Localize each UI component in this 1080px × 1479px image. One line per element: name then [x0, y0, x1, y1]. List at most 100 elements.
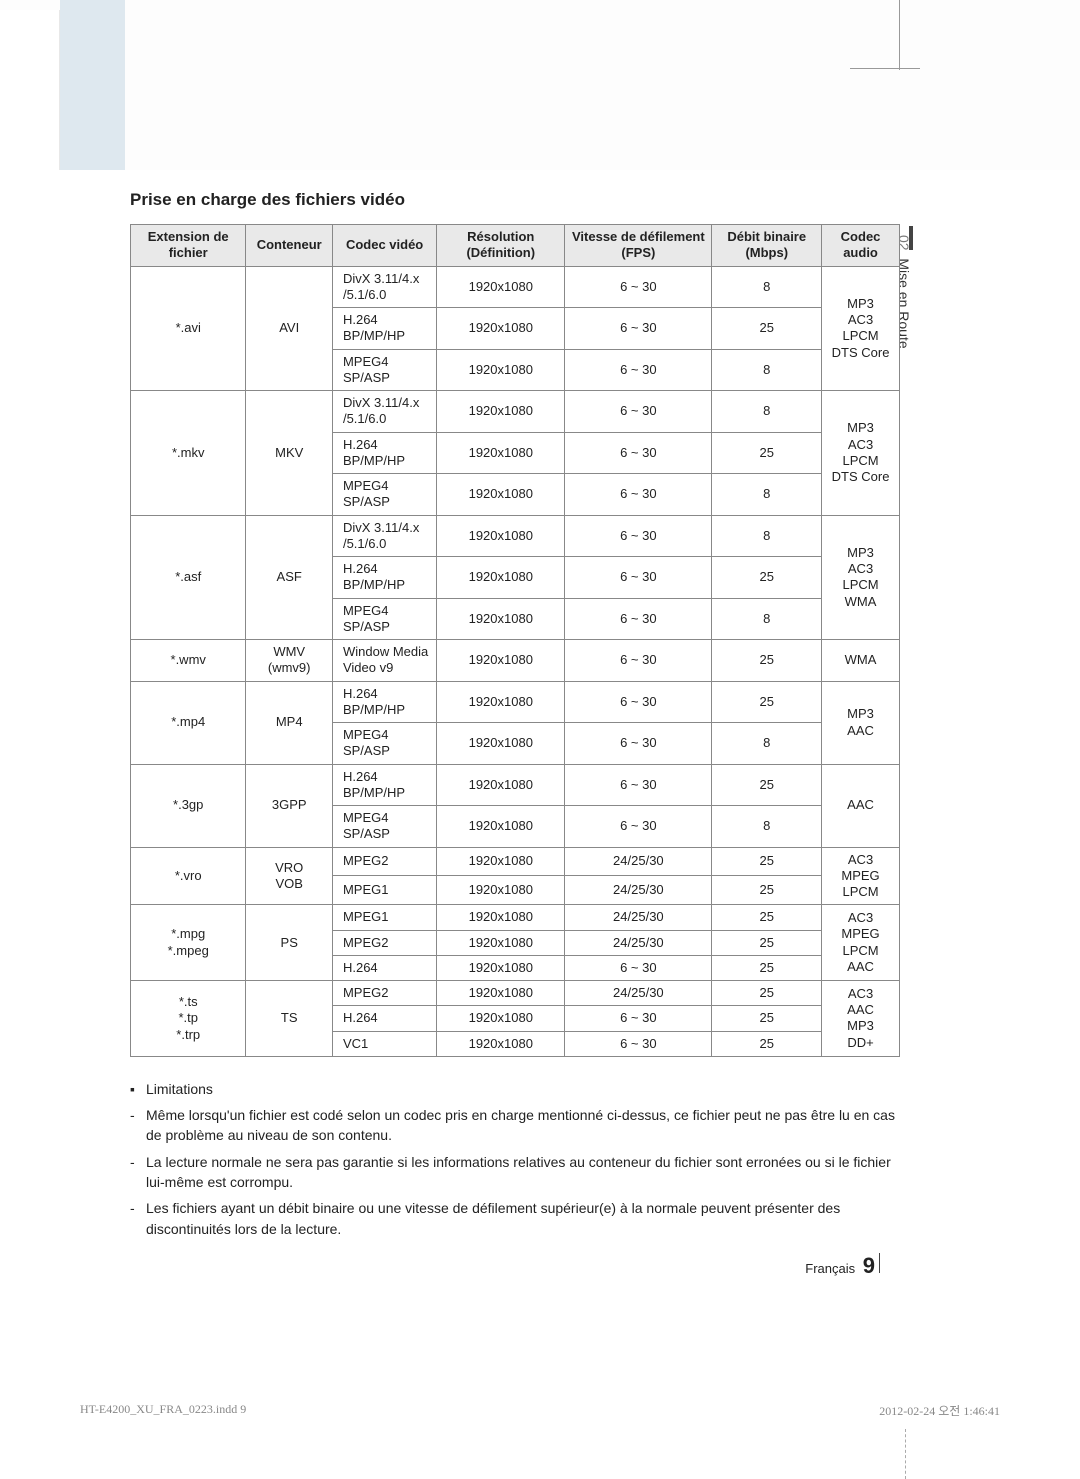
cell-vcodec: MPEG1: [332, 905, 436, 930]
th-vcodec: Codec vidéo: [332, 225, 436, 267]
cell-br: 25: [712, 1031, 822, 1056]
cell-container: MP4: [246, 681, 333, 764]
cell-vcodec: H.264 BP/MP/HP: [332, 557, 436, 599]
video-support-table: Extension de fichier Conteneur Codec vid…: [130, 224, 900, 1057]
cell-br: 25: [712, 955, 822, 980]
cell-vcodec: H.264: [332, 1006, 436, 1031]
cell-res: 1920x1080: [437, 1031, 565, 1056]
cell-vcodec: DivX 3.11/4.x/5.1/6.0: [332, 515, 436, 557]
cell-br: 25: [712, 930, 822, 955]
cell-container: PS: [246, 905, 333, 981]
cell-ext: *.mpg*.mpeg: [131, 905, 246, 981]
cell-container: WMV (wmv9): [246, 640, 333, 682]
cell-ext: *.avi: [131, 266, 246, 391]
cell-fps: 6 ~ 30: [565, 474, 712, 516]
cell-vcodec: MPEG2: [332, 847, 436, 876]
cell-acodec: MP3AC3LPCMWMA: [822, 515, 900, 640]
section-title: Prise en charge des fichiers vidéo: [130, 190, 900, 210]
cell-vcodec: H.264 BP/MP/HP: [332, 308, 436, 350]
table-row: *.mpg*.mpegPSMPEG11920x108024/25/3025AC3…: [131, 905, 900, 930]
cell-container: VROVOB: [246, 847, 333, 905]
cell-vcodec: MPEG4 SP/ASP: [332, 474, 436, 516]
bullet-icon: ▪: [130, 1079, 146, 1099]
cell-res: 1920x1080: [437, 930, 565, 955]
cell-res: 1920x1080: [437, 432, 565, 474]
cell-fps: 6 ~ 30: [565, 308, 712, 350]
cell-br: 25: [712, 764, 822, 806]
cell-vcodec: H.264: [332, 955, 436, 980]
cell-br: 25: [712, 876, 822, 905]
cell-fps: 6 ~ 30: [565, 557, 712, 599]
cell-ext: *.mp4: [131, 681, 246, 764]
table-row: *.vroVROVOBMPEG21920x108024/25/3025AC3MP…: [131, 847, 900, 876]
cell-fps: 6 ~ 30: [565, 266, 712, 308]
cell-fps: 6 ~ 30: [565, 955, 712, 980]
cell-br: 25: [712, 432, 822, 474]
table-row: *.ts*.tp*.trpTSMPEG21920x108024/25/3025A…: [131, 981, 900, 1006]
table-row: *.asfASFDivX 3.11/4.x/5.1/6.01920x10806 …: [131, 515, 900, 557]
cell-br: 25: [712, 681, 822, 723]
cell-acodec: MP3AC3LPCMDTS Core: [822, 266, 900, 391]
cell-vcodec: MPEG4 SP/ASP: [332, 349, 436, 391]
header-margin-band: [0, 10, 60, 170]
page-footer: Français 9: [805, 1253, 880, 1279]
cell-br: 8: [712, 349, 822, 391]
table-row: *.aviAVIDivX 3.11/4.x/5.1/6.01920x10806 …: [131, 266, 900, 308]
cell-br: 25: [712, 1006, 822, 1031]
th-fps: Vitesse de défilement (FPS): [565, 225, 712, 267]
cell-vcodec: VC1: [332, 1031, 436, 1056]
limitations-section: ▪ Limitations -Même lorsqu'un fichier es…: [130, 1079, 900, 1239]
cell-res: 1920x1080: [437, 847, 565, 876]
page-content: Prise en charge des fichiers vidéo Exten…: [130, 190, 900, 1239]
cell-res: 1920x1080: [437, 640, 565, 682]
cell-br: 25: [712, 640, 822, 682]
cell-res: 1920x1080: [437, 723, 565, 765]
cell-vcodec: H.264 BP/MP/HP: [332, 681, 436, 723]
cell-vcodec: H.264 BP/MP/HP: [332, 764, 436, 806]
cell-res: 1920x1080: [437, 557, 565, 599]
cell-fps: 6 ~ 30: [565, 764, 712, 806]
footer-lang: Français: [805, 1261, 855, 1276]
cell-fps: 6 ~ 30: [565, 806, 712, 848]
table-row: *.wmvWMV (wmv9)Window MediaVideo v91920x…: [131, 640, 900, 682]
cell-vcodec: MPEG2: [332, 930, 436, 955]
cell-acodec: AC3MPEGLPCMAAC: [822, 905, 900, 981]
cell-br: 25: [712, 308, 822, 350]
cell-vcodec: MPEG4 SP/ASP: [332, 598, 436, 640]
cell-fps: 24/25/30: [565, 847, 712, 876]
limitations-heading: Limitations: [146, 1079, 213, 1099]
cell-acodec: MP3AAC: [822, 681, 900, 764]
cell-vcodec: MPEG4 SP/ASP: [332, 806, 436, 848]
cell-ext: *.3gp: [131, 764, 246, 847]
note-item: -La lecture normale ne sera pas garantie…: [130, 1152, 900, 1193]
cell-fps: 6 ~ 30: [565, 391, 712, 433]
cell-container: ASF: [246, 515, 333, 640]
cell-br: 8: [712, 806, 822, 848]
cell-res: 1920x1080: [437, 266, 565, 308]
cell-fps: 6 ~ 30: [565, 640, 712, 682]
cell-res: 1920x1080: [437, 474, 565, 516]
cell-fps: 6 ~ 30: [565, 598, 712, 640]
cell-res: 1920x1080: [437, 515, 565, 557]
cell-br: 8: [712, 515, 822, 557]
cell-res: 1920x1080: [437, 681, 565, 723]
cell-res: 1920x1080: [437, 955, 565, 980]
cell-vcodec: DivX 3.11/4.x/5.1/6.0: [332, 391, 436, 433]
cell-res: 1920x1080: [437, 1006, 565, 1031]
cell-fps: 6 ~ 30: [565, 723, 712, 765]
cell-fps: 24/25/30: [565, 930, 712, 955]
cell-br: 25: [712, 981, 822, 1006]
cell-res: 1920x1080: [437, 308, 565, 350]
cell-ext: *.ts*.tp*.trp: [131, 981, 246, 1057]
cell-br: 8: [712, 598, 822, 640]
cell-vcodec: MPEG4 SP/ASP: [332, 723, 436, 765]
cell-br: 25: [712, 557, 822, 599]
cell-res: 1920x1080: [437, 981, 565, 1006]
cell-res: 1920x1080: [437, 764, 565, 806]
cell-fps: 6 ~ 30: [565, 515, 712, 557]
crop-mark-bottom: [905, 1429, 935, 1479]
cell-br: 25: [712, 847, 822, 876]
cell-fps: 24/25/30: [565, 876, 712, 905]
crop-mark-h: [850, 68, 920, 69]
cell-br: 8: [712, 723, 822, 765]
